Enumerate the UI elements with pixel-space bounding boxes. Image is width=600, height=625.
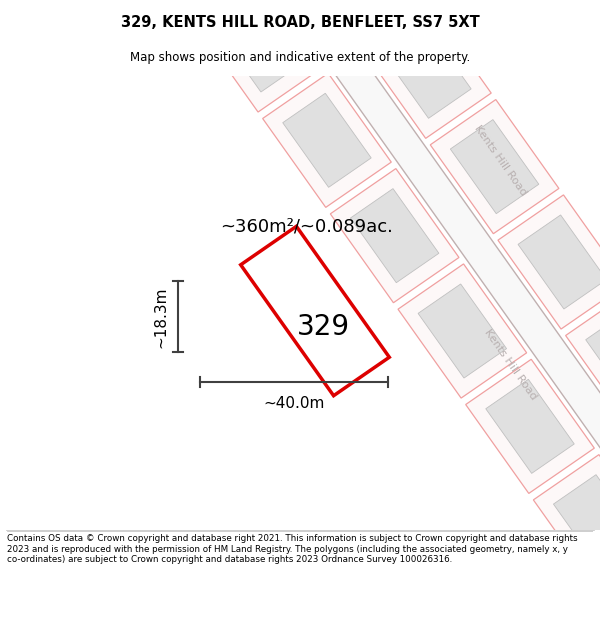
Polygon shape bbox=[350, 189, 439, 282]
Polygon shape bbox=[553, 474, 600, 569]
Text: Kents Hill Road: Kents Hill Road bbox=[482, 327, 538, 401]
Polygon shape bbox=[315, 0, 403, 23]
Polygon shape bbox=[295, 0, 424, 43]
Text: Contains OS data © Crown copyright and database right 2021. This information is : Contains OS data © Crown copyright and d… bbox=[7, 534, 578, 564]
Polygon shape bbox=[383, 24, 471, 118]
Polygon shape bbox=[566, 290, 600, 424]
Text: Map shows position and indicative extent of the property.: Map shows position and indicative extent… bbox=[130, 51, 470, 64]
Polygon shape bbox=[466, 359, 595, 493]
Text: ~18.3m: ~18.3m bbox=[153, 286, 168, 348]
Polygon shape bbox=[451, 119, 539, 214]
Text: 329, KENTS HILL ROAD, BENFLEET, SS7 5XT: 329, KENTS HILL ROAD, BENFLEET, SS7 5XT bbox=[121, 16, 479, 31]
Polygon shape bbox=[362, 4, 491, 138]
Text: ~40.0m: ~40.0m bbox=[263, 396, 325, 411]
Text: ~360m²/~0.089ac.: ~360m²/~0.089ac. bbox=[220, 217, 393, 235]
Polygon shape bbox=[263, 73, 391, 208]
Polygon shape bbox=[296, 1, 600, 585]
Polygon shape bbox=[215, 0, 304, 92]
Text: Kents Hill Road: Kents Hill Road bbox=[472, 123, 528, 198]
Polygon shape bbox=[533, 454, 600, 589]
Polygon shape bbox=[283, 93, 371, 188]
Polygon shape bbox=[586, 310, 600, 404]
Polygon shape bbox=[430, 99, 559, 234]
Polygon shape bbox=[241, 226, 389, 396]
Text: 329: 329 bbox=[297, 312, 350, 341]
Polygon shape bbox=[418, 284, 506, 378]
Polygon shape bbox=[195, 0, 323, 112]
Polygon shape bbox=[486, 379, 574, 473]
Polygon shape bbox=[518, 215, 600, 309]
Polygon shape bbox=[498, 195, 600, 329]
Polygon shape bbox=[331, 169, 459, 302]
Polygon shape bbox=[398, 264, 527, 398]
